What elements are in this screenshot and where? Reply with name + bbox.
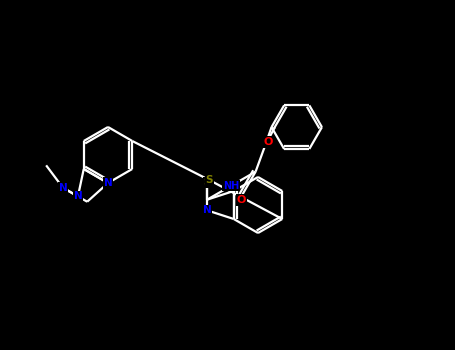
Text: O: O bbox=[263, 137, 273, 147]
Text: S: S bbox=[203, 177, 211, 187]
Text: N: N bbox=[104, 178, 112, 188]
Text: N: N bbox=[59, 183, 67, 193]
Text: N: N bbox=[74, 191, 82, 201]
Text: S: S bbox=[206, 175, 213, 185]
Text: O: O bbox=[237, 195, 246, 205]
Text: NH: NH bbox=[223, 181, 239, 191]
Text: N: N bbox=[203, 205, 212, 215]
